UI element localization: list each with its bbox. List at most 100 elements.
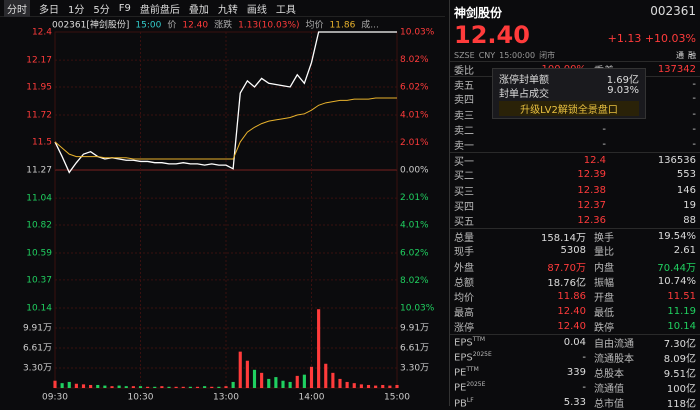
bid-cell: 买二 xyxy=(454,171,474,183)
stat-row: 涨停 12.40 跌停 10.14 xyxy=(450,319,700,334)
change-pct: +10.03% xyxy=(644,32,696,45)
ask-cell: - xyxy=(692,78,696,90)
stat-cell: 最低 xyxy=(594,308,614,320)
stat-row: 均价 11.86 开盘 11.51 xyxy=(450,289,700,304)
fundamental-value: 8.09亿 xyxy=(663,353,696,365)
toolbar-button[interactable]: 九转 xyxy=(217,4,238,16)
stat-cell: 158.14万 xyxy=(541,232,586,244)
info-text: 11.86 xyxy=(330,21,356,31)
y2-tick-label: 10.03% xyxy=(400,304,435,314)
toolbar-button[interactable]: 分时 xyxy=(4,0,30,17)
volume-bar xyxy=(110,386,114,388)
volume-bar xyxy=(210,386,214,388)
y-tick-label: 10.37 xyxy=(26,275,52,285)
toolbar-button[interactable]: 1分 xyxy=(68,4,85,16)
bid-row: 买三 12.38 146 xyxy=(450,183,700,198)
fundamental-value: 0.04 xyxy=(563,336,586,348)
stat-cell: 振幅 xyxy=(594,277,614,289)
stat-cell: 2.61 xyxy=(673,245,696,257)
fundamental-value: 9.51亿 xyxy=(663,368,696,380)
volume-bar xyxy=(274,377,278,388)
bid-cell: 12.39 xyxy=(577,169,606,181)
bid-cell: 12.37 xyxy=(577,199,606,211)
tag[interactable]: 融 xyxy=(688,50,696,60)
stat-row: 现手 5308 量比 2.61 xyxy=(450,243,700,258)
volume-bar xyxy=(89,384,93,388)
volume-bar xyxy=(295,375,299,388)
upgrade-button[interactable]: 升级LV2解锁全景盘口 xyxy=(499,101,639,116)
fundamental-value: - xyxy=(582,351,586,363)
x-tick-label: 09:30 xyxy=(42,393,68,403)
stat-row: 最高 12.40 最低 11.19 xyxy=(450,304,700,319)
toolbar-button[interactable]: 叠加 xyxy=(188,4,209,16)
stat-row: 总额 18.76亿 振幅 10.74% xyxy=(450,274,700,289)
fundamental-name: PE xyxy=(454,382,467,394)
stat-cell: 5308 xyxy=(560,245,586,257)
bid-row: 买一 12.4 136536 xyxy=(450,152,700,168)
change: +1.13 xyxy=(607,32,642,45)
popup-cell: 封单占成交 xyxy=(499,89,549,100)
toolbar-button[interactable]: 工具 xyxy=(275,4,296,16)
toolbar-button[interactable]: F9 xyxy=(118,2,131,14)
ask-cell: - xyxy=(692,139,696,151)
y-tick-label: 10.82 xyxy=(26,220,52,230)
fundamental-label: PBLF xyxy=(454,397,490,409)
volume-bar xyxy=(224,386,228,388)
volume-bar xyxy=(302,374,306,388)
stat-cell: 涨停 xyxy=(454,323,474,335)
volume-bar xyxy=(238,351,242,388)
volume-bar xyxy=(217,386,221,388)
y-tick-label: 11.27 xyxy=(26,166,52,176)
ask-cell: - xyxy=(602,139,606,151)
toolbar-button[interactable]: 画线 xyxy=(246,4,267,16)
stat-cell: 均价 xyxy=(454,292,474,304)
volume-bar xyxy=(267,378,271,388)
y-tick-label: 12.4 xyxy=(32,28,52,38)
volume-bar xyxy=(252,369,257,388)
toolbar-button[interactable]: 多日 xyxy=(39,4,59,16)
popup-row: 封单占成交 9.03% xyxy=(499,85,639,100)
bid-cell: 12.4 xyxy=(583,154,606,166)
info-text: 002361[神剑股份] xyxy=(52,19,129,31)
bid-cell: 买一 xyxy=(454,156,474,168)
tag[interactable]: 通 xyxy=(676,50,684,60)
ask-cell: 卖一 xyxy=(454,141,474,153)
time: 15:00:00 xyxy=(499,50,536,60)
bid-row: 买四 12.37 19 xyxy=(450,198,700,213)
volume-tick-label: 9.91万 xyxy=(23,323,52,333)
stat-cell: 外盘 xyxy=(454,262,474,274)
info-text: 涨跌 xyxy=(214,20,232,31)
ask-cell: - xyxy=(692,123,696,135)
fundamental-row: PE2025E - 流通值 100亿 xyxy=(450,380,700,395)
y-tick-label: 10.14 xyxy=(26,304,52,314)
toolbar-button[interactable]: 盘前盘后 xyxy=(139,4,180,16)
popup-cell: 1.69亿 xyxy=(606,75,639,86)
fundamental-label: EPS2025E xyxy=(454,350,492,363)
ask-row: 卖一 - - xyxy=(450,137,700,152)
ask-cell: - xyxy=(692,108,696,120)
volume-bar xyxy=(345,381,349,388)
volume-bar xyxy=(317,309,321,388)
volume-bar xyxy=(338,378,342,388)
stat-cell: 18.76亿 xyxy=(547,277,586,289)
y2-tick-label: 4.01% xyxy=(400,110,429,120)
fundamental-basis: LF xyxy=(466,396,474,404)
volume-tick-label: 3.30万 xyxy=(23,364,52,374)
stat-row: 外盘 87.70万 内盘 70.44万 xyxy=(450,258,700,274)
toolbar-button[interactable]: 5分 xyxy=(93,4,110,16)
chart-panel: 分时 多日 1分 5分 F9 盘前盘后 叠加 九转 画线 工具 002361[神剑股份] 15:00… xyxy=(0,0,445,403)
stock-name: 神剑股份 xyxy=(454,6,503,20)
fundamental-name: EPS xyxy=(454,337,473,349)
stock-code: 002361 xyxy=(650,4,696,18)
volume-bar xyxy=(188,386,192,388)
stat-cell: 12.40 xyxy=(557,321,586,333)
fundamental-row: PBLF 5.33 总市值 118亿 xyxy=(450,395,700,410)
volume-bar xyxy=(74,383,78,388)
y-tick-label: 11.04 xyxy=(26,194,52,204)
volume-bar xyxy=(174,386,178,388)
fundamental-basis: 2025E xyxy=(472,350,492,358)
ask-row: 卖二 - - xyxy=(450,122,700,137)
y-tick-label: 12.17 xyxy=(26,56,52,66)
volume-bar xyxy=(260,372,264,388)
